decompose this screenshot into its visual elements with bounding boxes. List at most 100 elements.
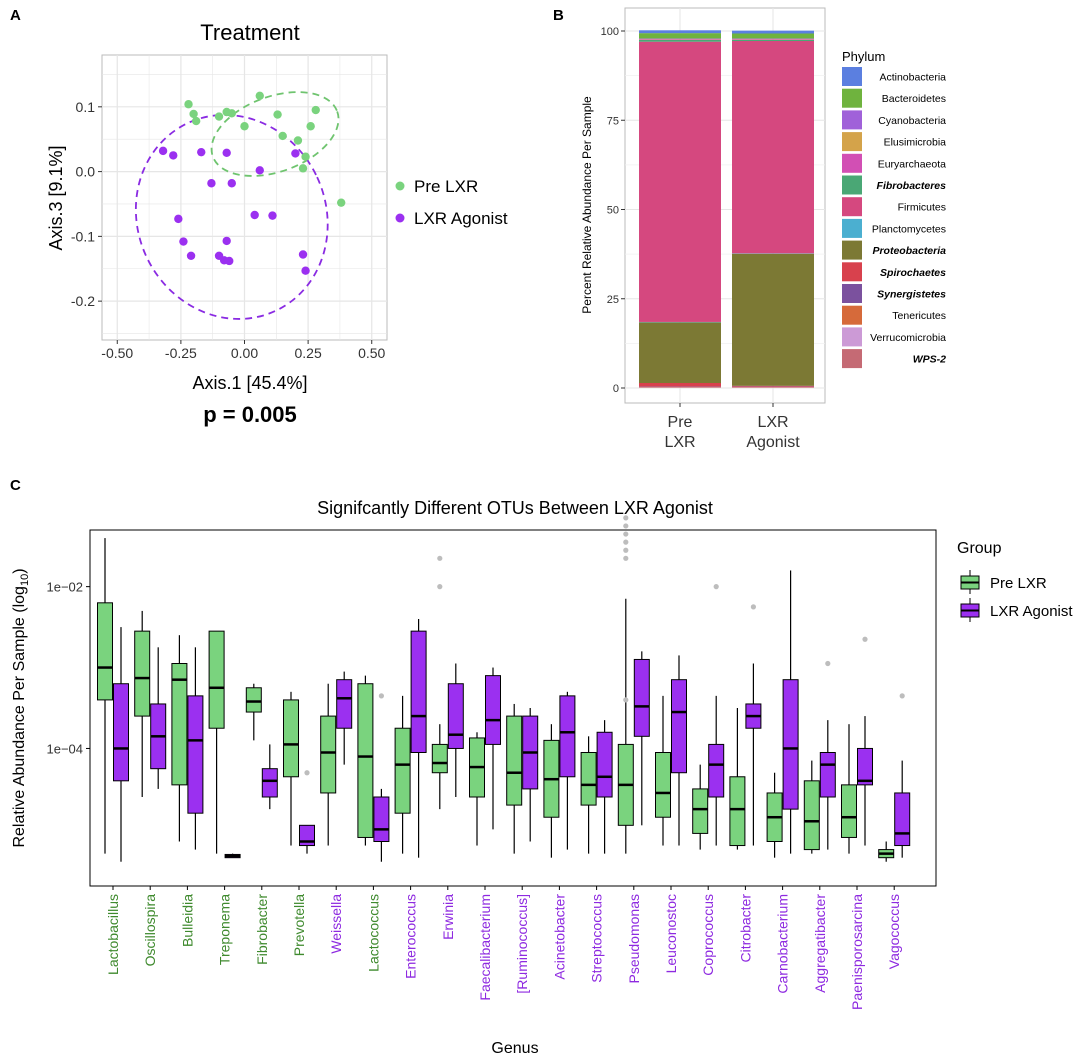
genus-label-fibrobacter: Fibrobacter bbox=[254, 894, 270, 965]
box-oscillospira-pre bbox=[134, 630, 151, 717]
legend-swatch-wps-2 bbox=[842, 349, 862, 369]
legend-swatch-spirochaetes bbox=[842, 262, 862, 282]
legend-swatch-actinobacteria bbox=[842, 67, 862, 86]
legend-swatch-proteobacteria bbox=[842, 240, 862, 260]
outlier-vagococcus-agonist bbox=[899, 693, 905, 699]
scatter-point-pre-lxr bbox=[293, 136, 303, 145]
x-tick-label: 0.25 bbox=[294, 345, 321, 361]
scatter-point-pre-lxr bbox=[306, 122, 315, 131]
legend-swatch-lxr-agonist bbox=[395, 213, 405, 223]
box-coprococcus-pre bbox=[692, 788, 709, 834]
box-coprococcus-agonist bbox=[708, 743, 725, 798]
genus-label-oscillospira: Oscillospira bbox=[142, 894, 158, 967]
y-tick-label: -0.2 bbox=[71, 293, 95, 309]
y-tick-label: 1e−02 bbox=[46, 580, 83, 595]
legend-label-euryarchaeota: Euryarchaeota bbox=[878, 158, 946, 170]
box-paenisporosarcina-pre bbox=[841, 784, 857, 838]
bar-segment-bacteroidetes bbox=[732, 33, 814, 39]
bar-segment-bacteroidetes bbox=[639, 33, 721, 39]
scatter-point-pre-lxr bbox=[278, 131, 287, 141]
genus-label--ruminococcus-: [Ruminococcus] bbox=[514, 894, 530, 994]
box-prevotella-pre bbox=[283, 699, 299, 778]
panel-c-title: Signifcantly Different OTUs Between LXR … bbox=[317, 498, 713, 518]
panel-c: C Signifcantly Different OTUs Between LX… bbox=[10, 477, 1073, 1057]
box-carnobacterium-agonist bbox=[782, 679, 799, 810]
outlier-pseudomonas-pre bbox=[623, 555, 629, 561]
scatter-point-lxr-agonist bbox=[268, 211, 277, 220]
legend-label-pre-lxr: Pre LXR bbox=[414, 177, 478, 196]
scatter-point-lxr-agonist bbox=[169, 151, 178, 160]
box-streptococcus-pre bbox=[580, 752, 597, 806]
box-fibrobacter-agonist bbox=[261, 768, 278, 798]
bar-segment-actinobacteria bbox=[732, 30, 814, 34]
scatter-point-lxr-agonist bbox=[222, 236, 231, 246]
legend-label-wps-2: WPS-2 bbox=[913, 354, 946, 366]
genus-label-lactobacillus: Lactobacillus bbox=[105, 894, 121, 975]
scatter-point-pre-lxr bbox=[298, 164, 308, 173]
outlier-pseudomonas-pre bbox=[623, 515, 629, 521]
scatter-point-pre-lxr bbox=[214, 112, 224, 121]
legend-label-planctomycetes: Planctomycetes bbox=[872, 223, 946, 235]
scatter-point-pre-lxr bbox=[184, 100, 193, 109]
box-streptococcus-agonist bbox=[596, 731, 613, 798]
box--ruminococcus--pre bbox=[506, 715, 523, 806]
scatter-point-lxr-agonist bbox=[291, 149, 300, 158]
panel-b-legend-title: Phylum bbox=[842, 49, 885, 64]
y-tick-label: 0.0 bbox=[76, 164, 96, 180]
panel-a-x-axis-label: Axis.1 [45.4%] bbox=[192, 373, 307, 393]
legend-label-firmicutes: Firmicutes bbox=[898, 202, 946, 214]
genus-label-streptococcus: Streptococcus bbox=[589, 894, 605, 983]
legend-label-proteobacteria: Proteobacteria bbox=[872, 245, 946, 257]
bar-segment-firmicutes bbox=[732, 40, 814, 254]
legend-swatch-verrucomicrobia bbox=[842, 327, 862, 347]
box-lactobacillus-pre bbox=[97, 602, 113, 701]
bar-segment-proteobacteria bbox=[732, 253, 814, 386]
legend-swatch-cyanobacteria bbox=[842, 110, 862, 130]
genus-label-leuconostoc: Leuconostoc bbox=[663, 894, 679, 973]
scatter-point-lxr-agonist bbox=[227, 179, 236, 188]
bar-segment-euryarchaeota bbox=[732, 39, 814, 40]
panel-c-legend-title: Group bbox=[957, 540, 1002, 557]
box-enterococcus-pre bbox=[394, 727, 411, 814]
scatter-point-pre-lxr bbox=[273, 110, 282, 119]
panel-c-letter: C bbox=[10, 477, 21, 494]
outlier-lactococcus-agonist bbox=[378, 693, 384, 699]
genus-label-acinetobacter: Acinetobacter bbox=[551, 894, 567, 980]
bar-segment-spirochaetes bbox=[639, 383, 721, 387]
box-erwinia-pre bbox=[431, 743, 448, 774]
panel-a-x-ticks: -0.50 -0.25 0.00 0.25 0.50 bbox=[101, 340, 386, 361]
genus-label-treponema: Treponema bbox=[217, 894, 233, 965]
scatter-point-lxr-agonist bbox=[222, 148, 231, 158]
confidence-ellipse-lxr-agonist bbox=[134, 114, 329, 320]
box-leuconostoc-agonist bbox=[671, 679, 687, 774]
outlier-paenisporosarcina-agonist bbox=[862, 636, 868, 642]
box-citrobacter-pre bbox=[729, 776, 746, 847]
bar-segment-fibrobacteres bbox=[639, 39, 721, 42]
scatter-point-pre-lxr bbox=[191, 116, 201, 126]
box-lactococcus-pre bbox=[357, 683, 374, 838]
panel-a-points bbox=[158, 91, 346, 275]
legend-swatch-fibrobacteres bbox=[842, 175, 862, 195]
y-tick-label: 25 bbox=[607, 294, 619, 306]
panel-c-y-axis-label: Relative Abundance Per Sample (log10) bbox=[11, 568, 31, 847]
outlier-citrobacter-agonist bbox=[750, 604, 757, 610]
panel-a-y-axis-label: Axis.3 [9.1%] bbox=[46, 145, 66, 250]
panel-c-x-axis-label: Genus bbox=[491, 1040, 538, 1057]
legend-swatch-euryarchaeota bbox=[842, 153, 862, 173]
panel-a-ellipses bbox=[134, 91, 340, 320]
scatter-point-pre-lxr bbox=[336, 198, 346, 207]
x-tick-label: -0.25 bbox=[165, 345, 197, 361]
scatter-point-pre-lxr bbox=[301, 152, 310, 161]
box-enterococcus-agonist bbox=[410, 630, 427, 753]
genus-label-lactococcus: Lactococcus bbox=[365, 894, 381, 972]
scatter-point-pre-lxr bbox=[255, 91, 264, 101]
box-aggregatibacter-agonist bbox=[819, 752, 836, 798]
legend-label-lxr-agonist: LXR Agonist bbox=[414, 209, 508, 228]
x-tick-label: -0.50 bbox=[101, 345, 133, 361]
box-aggregatibacter-pre bbox=[803, 780, 820, 851]
legend-label-actinobacteria: Actinobacteria bbox=[879, 72, 946, 84]
confidence-ellipse-pre-lxr bbox=[210, 91, 340, 177]
legend-swatch-elusimicrobia bbox=[842, 132, 862, 152]
y-tick-label: 50 bbox=[607, 205, 619, 217]
